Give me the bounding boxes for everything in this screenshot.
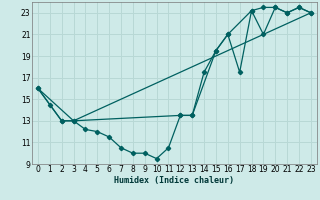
X-axis label: Humidex (Indice chaleur): Humidex (Indice chaleur): [115, 176, 234, 185]
